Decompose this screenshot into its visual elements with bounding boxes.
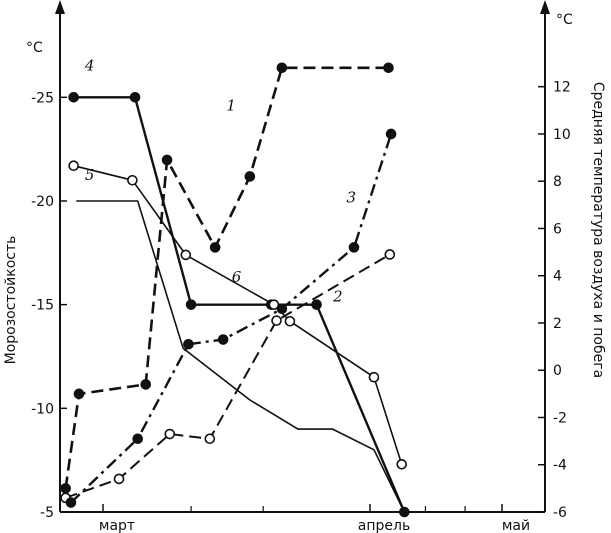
series-label-6: 6 [232, 268, 242, 286]
data-point [209, 242, 221, 253]
series-label-4: 4 [84, 56, 95, 74]
series-label-2: 2 [332, 288, 343, 306]
data-point [204, 433, 216, 445]
left-axis-ticks: -5 -10 -15 -20 -25 [31, 90, 67, 521]
left-axis-unit: °C [26, 40, 43, 56]
series-labels-layer: 1 2 3 4 5 6 [84, 56, 356, 305]
data-point [385, 128, 397, 140]
series-label-3: 3 [347, 188, 357, 206]
right-axis-arrow [540, 0, 550, 14]
series-6 [68, 160, 407, 470]
month-label: март [99, 518, 135, 533]
data-point [383, 62, 394, 74]
data-point [284, 315, 296, 327]
data-point [396, 459, 407, 470]
series-line-2 [65, 253, 391, 499]
data-point [399, 506, 410, 518]
series-5 [76, 200, 406, 513]
data-point [217, 334, 229, 345]
data-point [113, 473, 125, 485]
data-point [244, 171, 256, 182]
month-label: апрель [358, 518, 410, 533]
series-1 [60, 62, 394, 494]
left-axis-arrow [55, 0, 65, 14]
series-2 [60, 249, 396, 504]
right-axis-ticks: -6 -4 -2 0 2 4 6 8 10 12 [538, 80, 571, 521]
left-axis-title: Морозостойкость [3, 236, 19, 365]
month-label: май [502, 518, 530, 533]
right-tick-label: 6 [553, 221, 562, 237]
right-tick-label: 4 [553, 269, 562, 285]
left-tick-label: -10 [31, 401, 54, 417]
data-point [73, 388, 85, 400]
series-line-4 [73, 96, 406, 513]
data-point [180, 249, 192, 261]
right-axis-unit: °C [556, 12, 573, 28]
data-point [129, 92, 141, 103]
data-point [384, 249, 396, 260]
data-point [164, 428, 176, 440]
series-label-5: 5 [85, 166, 95, 184]
series-4 [68, 92, 410, 518]
series-layer [60, 62, 410, 518]
right-tick-label: 2 [553, 316, 562, 332]
right-tick-label: -2 [553, 410, 567, 426]
series-3 [65, 128, 397, 508]
data-point [161, 154, 173, 166]
bottom-axis-ticks: март апрель май [99, 504, 530, 533]
data-point [183, 338, 194, 350]
right-tick-label: -6 [553, 505, 567, 521]
data-point [311, 299, 322, 310]
right-tick-label: 10 [553, 127, 571, 143]
data-point [127, 174, 138, 186]
data-point [68, 92, 79, 103]
data-point [68, 160, 79, 172]
right-tick-label: 8 [553, 174, 562, 190]
right-tick-label: 0 [553, 363, 562, 379]
data-point [65, 497, 77, 508]
data-point [268, 299, 280, 310]
data-point [368, 371, 380, 383]
series-label-1: 1 [226, 96, 236, 114]
plot-frame [55, 0, 550, 513]
data-point [140, 379, 152, 390]
left-tick-label: -25 [31, 90, 54, 106]
left-tick-label: -5 [40, 505, 54, 521]
right-tick-label: 12 [553, 80, 571, 96]
left-tick-label: -15 [31, 298, 54, 314]
data-point [271, 315, 282, 326]
series-line-5 [76, 200, 406, 513]
data-point [60, 483, 71, 494]
series-line-3 [70, 133, 393, 504]
series-line-6 [73, 164, 403, 465]
data-point [276, 62, 288, 74]
left-tick-label: -20 [31, 194, 54, 210]
right-tick-label: -4 [553, 458, 567, 474]
data-point [185, 299, 197, 310]
data-point [132, 433, 144, 445]
data-point [348, 242, 360, 253]
right-axis-title: Средняя температура воздуха и побега [590, 82, 606, 378]
